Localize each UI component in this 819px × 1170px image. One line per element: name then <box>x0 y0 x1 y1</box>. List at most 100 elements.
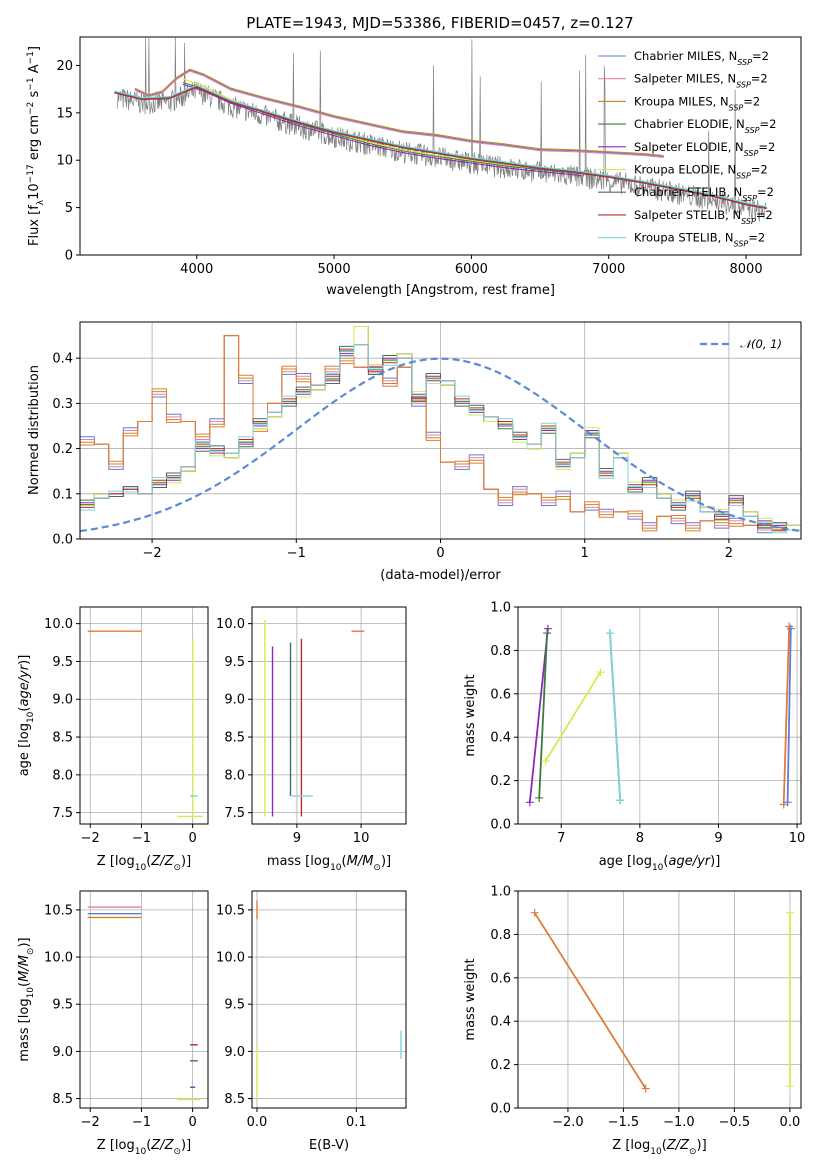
x-tick-label: 9 <box>293 831 301 846</box>
legend-label: Salpeter STELIB, NSSP=2 <box>634 208 773 226</box>
x-tick-label: 0.1 <box>346 1115 367 1130</box>
label-part: )] <box>17 937 32 947</box>
x-tick-label: 9 <box>714 831 722 846</box>
x-axis-label: (data-model)/error <box>380 568 501 583</box>
x-tick-label: 6000 <box>455 262 488 277</box>
x-tick-label: 10 <box>353 831 370 846</box>
x-tick-label: −1.5 <box>608 1115 640 1130</box>
x-tick-label: −2.0 <box>552 1115 584 1130</box>
x-tick-label: 4000 <box>180 262 213 277</box>
label-part: Z [ <box>97 1138 115 1153</box>
y-tick-label: 7.5 <box>52 806 73 821</box>
y-tick-label: 0.2 <box>490 1058 511 1073</box>
x-axis-label: Z [log10(Z/Z⊙)] <box>97 854 191 873</box>
x-tick-label: 0 <box>188 1115 196 1130</box>
label-part: s <box>27 90 42 101</box>
y-tick-label: 7.5 <box>224 806 245 821</box>
legend-label: Salpeter ELODIE, NSSP=2 <box>634 140 775 158</box>
spectrum-data <box>114 37 767 222</box>
label-part: SSP <box>736 80 751 89</box>
label-part: M/M <box>17 955 32 982</box>
label-part: SSP <box>737 58 752 67</box>
label-part: =2 <box>743 94 760 108</box>
label-part: =2 <box>758 140 775 154</box>
residuals-panel: −2 −1 0 1 2 0.0 0.1 0.2 0.3 0.4 𝒩(0, 1) (data-model… <box>27 321 802 583</box>
label-part: age [ <box>599 854 632 869</box>
label-part: erg cm <box>27 115 42 164</box>
x-tick-label: 8000 <box>730 262 763 277</box>
x-tick-label: 7 <box>557 831 565 846</box>
weight-point <box>541 757 550 766</box>
y-tick-label: 15 <box>56 106 73 121</box>
legend-label: 𝒩(0, 1) <box>740 337 782 351</box>
x-tick-label: 2 <box>725 546 733 561</box>
y-tick-label: 10.0 <box>216 951 245 966</box>
label-part: =2 <box>752 49 769 63</box>
label-part: Chabrier MILES, N <box>634 49 737 63</box>
spectrum-panel: 4000 5000 6000 7000 8000 0 5 10 15 20 Chabrier MIL… <box>26 36 802 298</box>
weight-point <box>596 668 605 677</box>
x-tick-label: −1.0 <box>663 1115 695 1130</box>
label-part: log <box>632 854 652 869</box>
y-tick-label: 9.0 <box>52 693 73 708</box>
y-tick-label: 0.0 <box>490 818 511 833</box>
label-part: =2 <box>748 231 765 245</box>
label-part: =2 <box>751 163 768 177</box>
y-tick-label: 0.4 <box>490 731 511 746</box>
label-part: )] <box>710 854 720 869</box>
label-part: mass [ <box>267 854 310 869</box>
label-part: 10 <box>27 183 42 200</box>
x-axis-label: age [log10(age/yr)] <box>599 854 721 873</box>
label-part: −1 <box>26 77 36 90</box>
y-tick-label: 0.4 <box>490 1015 511 1030</box>
weight_vs_Z-panel: −2.0 −1.5 −1.0 −0.5 0.0 0.0 0.2 0.4 0.6 0.8 1.0 Z [… <box>463 885 802 1157</box>
y-axis-label: Normed distribution <box>27 365 42 495</box>
y-tick-label: 5 <box>65 201 73 216</box>
x-axis-label: wavelength [Angstrom, rest frame] <box>326 283 555 298</box>
histogram-line <box>80 344 801 534</box>
label-part: Salpeter STELIB, N <box>634 208 741 222</box>
legend-label: Chabrier ELODIE, NSSP=2 <box>634 117 776 135</box>
weight-line <box>538 632 548 799</box>
weight-point <box>616 796 625 805</box>
x-tick-label: 1 <box>581 546 589 561</box>
normal-curve <box>79 357 802 533</box>
legend-label: Kroupa ELODIE, NSSP=2 <box>634 163 768 181</box>
figure-title: PLATE=1943, MJD=53386, FIBERID=0457, z=0… <box>246 14 633 32</box>
y-tick-label: 9.5 <box>52 998 73 1013</box>
weight-point <box>535 793 544 802</box>
label-part: ( <box>146 854 151 869</box>
label-part: age/yr <box>17 663 32 706</box>
y-tick-label: 20 <box>56 59 73 74</box>
x-tick-label: 8 <box>636 831 644 846</box>
label-part: )] <box>17 655 32 665</box>
model-line <box>114 85 767 209</box>
label-part: log <box>115 854 135 869</box>
weight-point <box>641 1084 650 1093</box>
legend-label: Chabrier MILES, NSSP=2 <box>634 49 769 67</box>
label-part: =2 <box>760 117 777 131</box>
label-part: mass weight <box>463 674 478 756</box>
weight-line <box>533 912 647 1089</box>
x-tick-label: −2 <box>81 1115 100 1130</box>
label-part: SSP <box>736 171 751 180</box>
label-part: Z/Z <box>150 854 174 869</box>
y-tick-label: 0.6 <box>490 971 511 986</box>
weight-line <box>609 632 622 801</box>
label-part: Kroupa ELODIE, N <box>634 163 736 177</box>
y-tick-label: 8.5 <box>224 1092 245 1107</box>
histogram-line <box>80 326 801 529</box>
weight-point <box>785 908 794 917</box>
label-part: ⊙ <box>373 863 381 873</box>
label-part: Flux [f <box>27 205 42 246</box>
weight-point <box>779 800 788 809</box>
label-part: log <box>115 1138 135 1153</box>
label-part: log <box>310 854 330 869</box>
x-tick-label: −2 <box>143 546 162 561</box>
axes-frame <box>517 606 802 825</box>
weight-point <box>530 908 539 917</box>
y-tick-label: 10.0 <box>44 617 73 632</box>
